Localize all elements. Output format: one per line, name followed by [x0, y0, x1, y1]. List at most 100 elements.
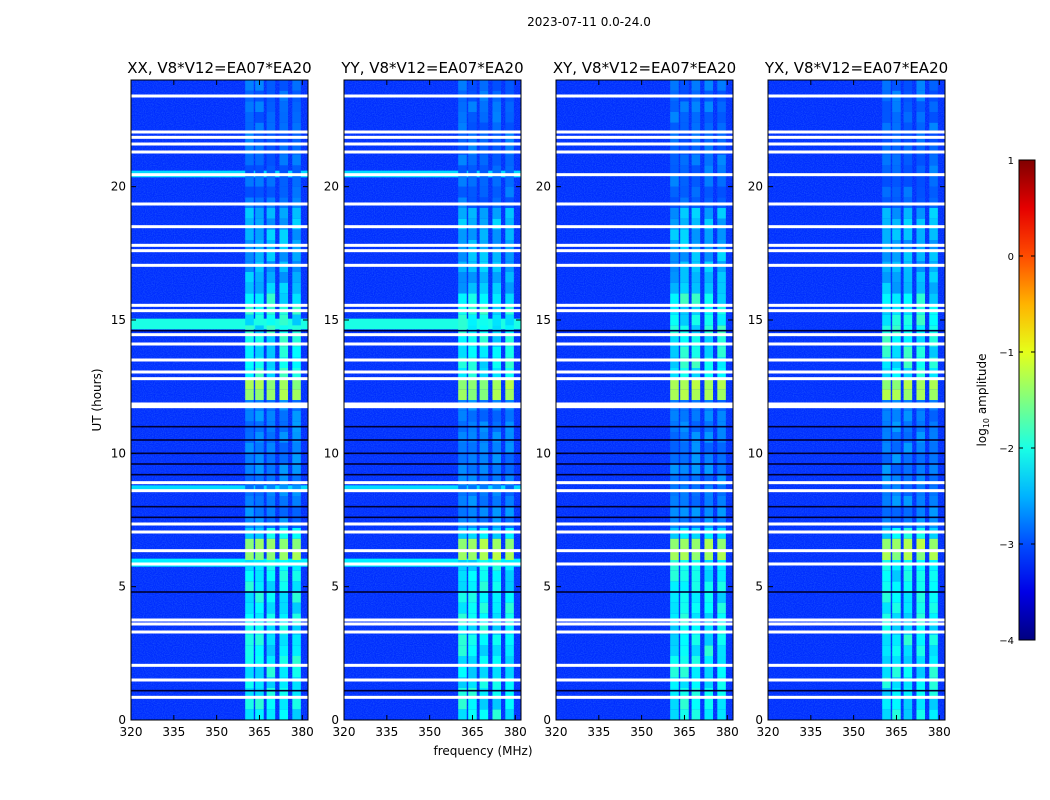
rfi-cell	[492, 581, 502, 592]
rfi-cell	[479, 346, 489, 358]
rfi-cell	[458, 549, 467, 560]
x-tick-label: 350	[205, 725, 228, 739]
rfi-cell	[468, 336, 477, 347]
rfi-cell	[903, 357, 913, 368]
rfi-cell	[691, 208, 701, 219]
y-tick-label: 15	[536, 313, 551, 327]
rfi-cell	[492, 506, 502, 518]
dark-row	[344, 591, 521, 593]
rfi-cell	[266, 602, 276, 614]
rfi-cell	[916, 592, 926, 603]
rfi-cell	[266, 442, 276, 454]
rfi-cell	[245, 432, 254, 443]
rfi-cell	[479, 112, 489, 123]
rfi-cell	[505, 688, 514, 699]
panel-xx: XX, V8*V12=EA07*EA20 320 335 350 365 380 0 5 10 1…	[111, 59, 314, 739]
flagged-row	[556, 370, 733, 374]
flagged-row	[131, 489, 308, 493]
rfi-cell	[505, 442, 514, 454]
panel-yy: YY, V8*V12=EA07*EA20 320 335 350 365 380 0 5 10 1…	[324, 59, 527, 739]
x-tick-label: 380	[928, 725, 951, 739]
rfi-cell	[458, 122, 467, 134]
rfi-cell	[903, 496, 913, 507]
rfi-cell	[245, 624, 254, 635]
rfi-cell	[266, 144, 276, 155]
rfi-cell	[479, 624, 489, 635]
rfi-cell	[468, 378, 477, 390]
rfi-cell	[903, 176, 913, 187]
rfi-cell	[505, 218, 514, 230]
rfi-cell	[505, 506, 514, 518]
rfi-cell	[492, 453, 502, 464]
rfi-cell	[479, 378, 489, 390]
rfi-cell	[292, 229, 301, 240]
rfi-cell	[292, 688, 301, 699]
rfi-cell	[717, 165, 726, 176]
rfi-cell	[704, 688, 714, 699]
rfi-cell	[505, 645, 514, 656]
rfi-cell	[717, 602, 726, 614]
dark-row	[131, 516, 308, 519]
rfi-cell	[458, 538, 467, 550]
rfi-cell	[680, 144, 689, 155]
rfi-cell	[903, 624, 913, 635]
rfi-cell	[505, 293, 514, 304]
rfi-cell	[717, 410, 726, 422]
rfi-cell	[929, 666, 938, 678]
rfi-cell	[916, 218, 926, 230]
flagged-row	[768, 663, 945, 667]
rfi-cell	[292, 389, 301, 400]
rfi-cell	[892, 250, 901, 262]
figure-suptitle: 2023-07-11 0.0-24.0	[527, 15, 651, 29]
rfi-cell	[929, 186, 938, 198]
rfi-cell	[882, 474, 891, 486]
rfi-cell	[479, 80, 489, 91]
rfi-cell	[903, 570, 913, 582]
rfi-cell	[916, 624, 926, 635]
flagged-row	[556, 489, 733, 493]
rfi-cell	[680, 581, 689, 592]
rfi-cell	[929, 389, 938, 400]
rfi-cell	[882, 645, 891, 656]
rfi-cell	[279, 250, 289, 262]
rfi-cell	[458, 250, 467, 262]
dark-row	[768, 516, 945, 519]
flagged-row	[768, 249, 945, 253]
rfi-cell	[266, 688, 276, 699]
rfi-cell	[255, 442, 264, 454]
flagged-row	[768, 549, 945, 553]
rfi-cell	[717, 112, 726, 123]
rfi-cell	[255, 208, 264, 219]
rfi-cell	[903, 122, 913, 134]
rfi-cell	[903, 410, 913, 422]
rfi-cell	[492, 698, 502, 710]
rfi-cell	[704, 293, 714, 304]
rfi-cell	[266, 186, 276, 198]
rfi-cell	[892, 592, 901, 603]
rfi-cell	[479, 122, 489, 134]
flagged-row	[131, 630, 308, 634]
flagged-row	[556, 562, 733, 566]
rfi-cell	[929, 624, 938, 635]
rfi-cell	[292, 442, 301, 454]
rfi-cell	[279, 229, 289, 240]
rfi-cell	[468, 453, 477, 464]
rfi-cell	[492, 378, 502, 390]
y-tick-label: 20	[111, 180, 126, 194]
rfi-cell	[279, 176, 289, 187]
rfi-cell	[916, 282, 926, 294]
rfi-cell	[892, 549, 901, 560]
rfi-cell	[704, 357, 714, 368]
rfi-cell	[903, 218, 913, 230]
flagged-row	[131, 333, 308, 337]
rfi-cell	[468, 442, 477, 454]
rfi-cell	[458, 656, 467, 667]
rfi-cell	[670, 677, 679, 688]
rfi-cell	[492, 474, 502, 486]
rfi-cell	[479, 144, 489, 155]
rfi-cell	[916, 538, 926, 550]
flagged-row	[556, 342, 733, 346]
rfi-cell	[292, 698, 301, 710]
rfi-cell	[916, 570, 926, 582]
